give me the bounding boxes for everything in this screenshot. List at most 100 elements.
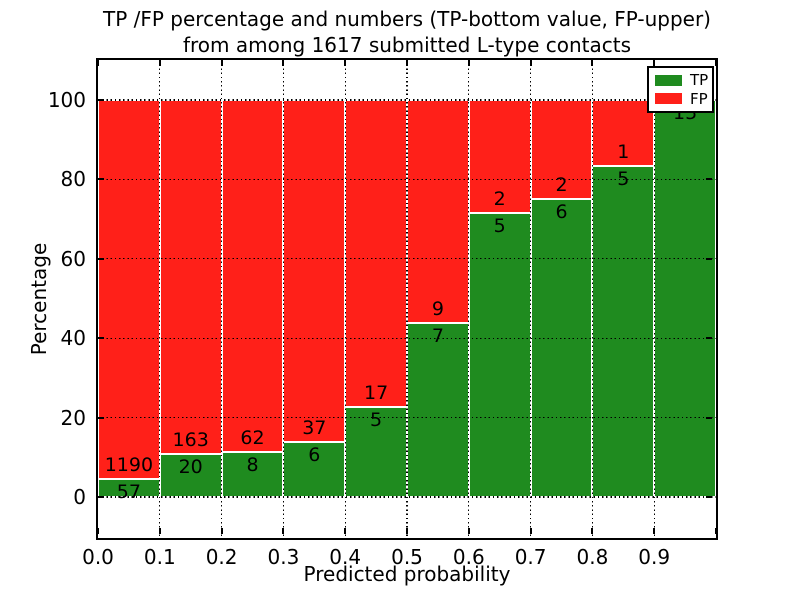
bar-count-label-fp: 17: [364, 381, 389, 404]
x-tick-mark: [591, 60, 594, 66]
x-tick-label: 0.5: [391, 545, 423, 569]
gridline-vertical: [406, 60, 408, 538]
y-tick-mark: [706, 257, 712, 260]
bar-count-label-tp: 57: [116, 480, 141, 503]
bar-count-label-fp: 2: [555, 174, 568, 197]
bar-count-label-tp: 8: [246, 453, 259, 476]
y-tick-mark: [98, 496, 104, 498]
bar-segment-fp: [407, 100, 469, 324]
gridline-vertical: [344, 60, 346, 538]
gridline-vertical: [591, 60, 594, 538]
y-tick-mark: [706, 337, 712, 340]
x-tick-label: 0.8: [576, 545, 609, 569]
x-tick-mark: [220, 60, 223, 66]
y-tick-mark: [98, 416, 104, 419]
x-tick-label: 0.3: [267, 545, 300, 569]
x-tick-mark: [97, 528, 99, 534]
y-tick-label: 20: [60, 405, 86, 430]
bar-count-label-fp: 62: [240, 426, 265, 449]
bar-segment-fp: [98, 100, 160, 479]
x-tick-label: 0.1: [143, 545, 176, 569]
y-tick-mark: [98, 99, 104, 101]
gridline-vertical: [529, 60, 532, 538]
bar-count-label-fp: 2: [493, 188, 506, 211]
bar-count-label-fp: 37: [302, 416, 327, 439]
legend: TP FP: [647, 66, 714, 113]
bar-count-label-fp: 1: [617, 141, 630, 164]
bar-segment-fp: [159, 100, 222, 454]
x-tick-mark: [529, 528, 532, 534]
bar-segment-tp: [159, 453, 222, 497]
x-tick-label: 0.7: [514, 545, 547, 569]
y-tick-mark: [706, 496, 712, 498]
bar-segment-tp: [592, 166, 655, 497]
gridline-vertical: [653, 60, 655, 538]
x-tick-mark: [220, 528, 223, 534]
bar-segment-fp: [345, 100, 407, 407]
bar-segment-tp: [468, 213, 531, 497]
x-tick-mark: [715, 528, 717, 534]
bar-segment-tp: [654, 100, 716, 497]
gridline-horizontal: [98, 99, 716, 101]
bar-count-label-tp: 7: [431, 325, 444, 348]
plot-area: 1190 57 163 20 62 8 37 6 17 5 9 7 2 5 2 6 1 5 15: [96, 58, 718, 540]
x-tick-mark: [529, 60, 532, 66]
x-tick-label: 0.0: [82, 545, 114, 569]
gridline-vertical: [159, 60, 161, 538]
bar-count-label-tp: 5: [617, 168, 630, 191]
x-tick-mark: [653, 60, 656, 66]
gridline-horizontal: [98, 178, 716, 181]
bar-count-label-fp: 163: [172, 428, 209, 451]
y-tick-label: 100: [47, 88, 86, 112]
x-tick-label: 0.6: [452, 545, 485, 569]
bar-segment-fp: [283, 100, 346, 442]
x-tick-mark: [158, 528, 161, 534]
y-tick-mark: [706, 178, 712, 181]
chart-title: TP /FP percentage and numbers (TP-bottom…: [96, 6, 718, 58]
gridline-horizontal: [98, 496, 716, 498]
bar-count-label-tp: 5: [493, 215, 506, 238]
y-tick-label: 60: [60, 246, 86, 271]
gridline-horizontal: [98, 337, 716, 339]
legend-entry-fp: FP: [655, 89, 708, 108]
bar-segment-tp: [407, 323, 469, 497]
x-tick-label: 0.4: [329, 545, 362, 569]
bar-count-label-tp: 6: [555, 201, 568, 224]
x-tick-mark: [406, 528, 408, 534]
bar-count-label-tp: 20: [178, 455, 203, 478]
y-tick-label: 0: [73, 485, 86, 509]
gridline-horizontal: [98, 416, 716, 419]
y-tick-mark: [98, 178, 104, 181]
x-tick-mark: [282, 60, 285, 66]
legend-label-tp: TP: [690, 71, 709, 90]
chart-title-line-2: from among 1617 submitted L-type contact…: [182, 33, 632, 57]
bar-segment-tp: [530, 199, 593, 497]
y-tick-label: 80: [60, 167, 86, 192]
x-tick-mark: [467, 60, 470, 66]
gridline-vertical: [468, 60, 470, 538]
x-tick-mark: [344, 528, 347, 534]
x-tick-mark: [715, 60, 717, 66]
bar-count-label-fp: 1190: [104, 453, 154, 476]
legend-label-fp: FP: [690, 89, 708, 108]
x-tick-mark: [467, 528, 470, 534]
x-tick-mark: [344, 60, 347, 66]
bar-count-label-tp: 6: [308, 443, 321, 466]
legend-entry-tp: TP: [655, 71, 709, 90]
x-tick-mark: [97, 60, 99, 66]
y-tick-label: 40: [60, 326, 86, 351]
gridline-vertical: [282, 60, 285, 538]
x-tick-label: 0.9: [638, 545, 671, 569]
x-tick-mark: [406, 60, 408, 66]
gridline-horizontal: [98, 258, 716, 260]
x-tick-mark: [591, 528, 594, 534]
bar-count-label-tp: 5: [370, 408, 383, 431]
bar-segment-fp: [221, 100, 284, 452]
gridline-vertical: [220, 60, 223, 538]
x-tick-mark: [282, 528, 285, 534]
x-tick-mark: [653, 528, 656, 534]
y-tick-mark: [706, 416, 712, 419]
chart-title-line-1: TP /FP percentage and numbers (TP-bottom…: [103, 7, 711, 31]
bar-segment-tp: [283, 441, 346, 497]
